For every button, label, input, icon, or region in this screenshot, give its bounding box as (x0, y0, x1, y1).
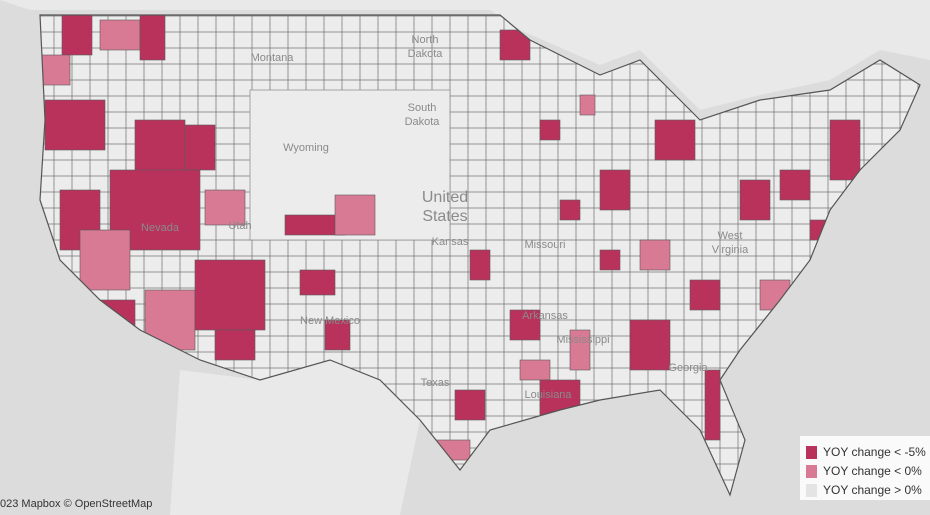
place-label: Montana (251, 52, 295, 64)
place-label: Dakota (408, 48, 444, 60)
county-cluster (579, 94, 596, 116)
county-cluster (184, 124, 216, 171)
county-cluster (204, 189, 246, 226)
place-label: New Mexico (300, 315, 360, 327)
place-label: United (422, 189, 468, 206)
place-label: West (718, 230, 743, 242)
county-cluster (469, 249, 491, 281)
county-cluster (214, 329, 256, 361)
county-cluster (519, 359, 551, 381)
county-cluster (689, 279, 721, 311)
county-cluster (334, 194, 376, 236)
labels: North Dakota Montana South Dakota Wyoming Unit… (141, 34, 749, 401)
county-cluster (454, 389, 486, 421)
place-label: Kansas (432, 236, 469, 248)
legend-swatch (806, 465, 817, 478)
place-label: Arkansas (522, 310, 568, 322)
legend-label: YOY change < -5% (823, 445, 926, 459)
legend-bg (800, 436, 930, 500)
attribution: 023 Mapbox © OpenStreetMap (0, 498, 152, 510)
place-label: South (408, 102, 437, 114)
county-cluster (829, 119, 861, 181)
place-label: Georgia (668, 362, 708, 374)
county-cluster (569, 329, 591, 371)
place-label: Wyoming (283, 142, 329, 154)
legend-label: YOY change > 0% (823, 483, 922, 497)
place-label: States (422, 208, 467, 225)
county-cluster (79, 229, 131, 291)
place-label: Mississippi (556, 334, 609, 346)
county-cluster (639, 239, 671, 271)
county-cluster (299, 269, 336, 296)
county-cluster (539, 119, 561, 141)
place-label: Louisiana (524, 389, 572, 401)
county-cluster (44, 99, 106, 151)
county-cluster (654, 119, 696, 161)
legend-swatch (806, 484, 817, 497)
county-cluster (704, 369, 721, 441)
place-label: Dakota (405, 116, 441, 128)
county-cluster (739, 179, 771, 221)
legend-swatch (806, 446, 817, 459)
county-cluster (559, 199, 581, 221)
county-cluster (599, 169, 631, 211)
place-label: Missouri (525, 239, 566, 251)
legend: YOY change < -5% YOY change < 0% YOY chang… (806, 445, 926, 497)
county-cluster (61, 15, 93, 56)
place-label: Utah (228, 220, 251, 232)
county-cluster (324, 319, 351, 351)
county-cluster (40, 54, 71, 86)
county-cluster (509, 309, 541, 341)
county-cluster (779, 169, 811, 201)
mexico (170, 360, 420, 515)
canada (0, 0, 930, 110)
county-cluster (599, 249, 621, 271)
county-cluster (139, 15, 166, 61)
county-cluster (629, 319, 671, 371)
place-label: Texas (421, 377, 450, 389)
place-label: Virginia (712, 244, 749, 256)
county-cluster (99, 19, 141, 51)
place-label: Nevada (141, 222, 180, 234)
county-cluster (194, 259, 266, 331)
legend-label: YOY change < 0% (823, 464, 922, 478)
place-label: North (412, 34, 439, 46)
